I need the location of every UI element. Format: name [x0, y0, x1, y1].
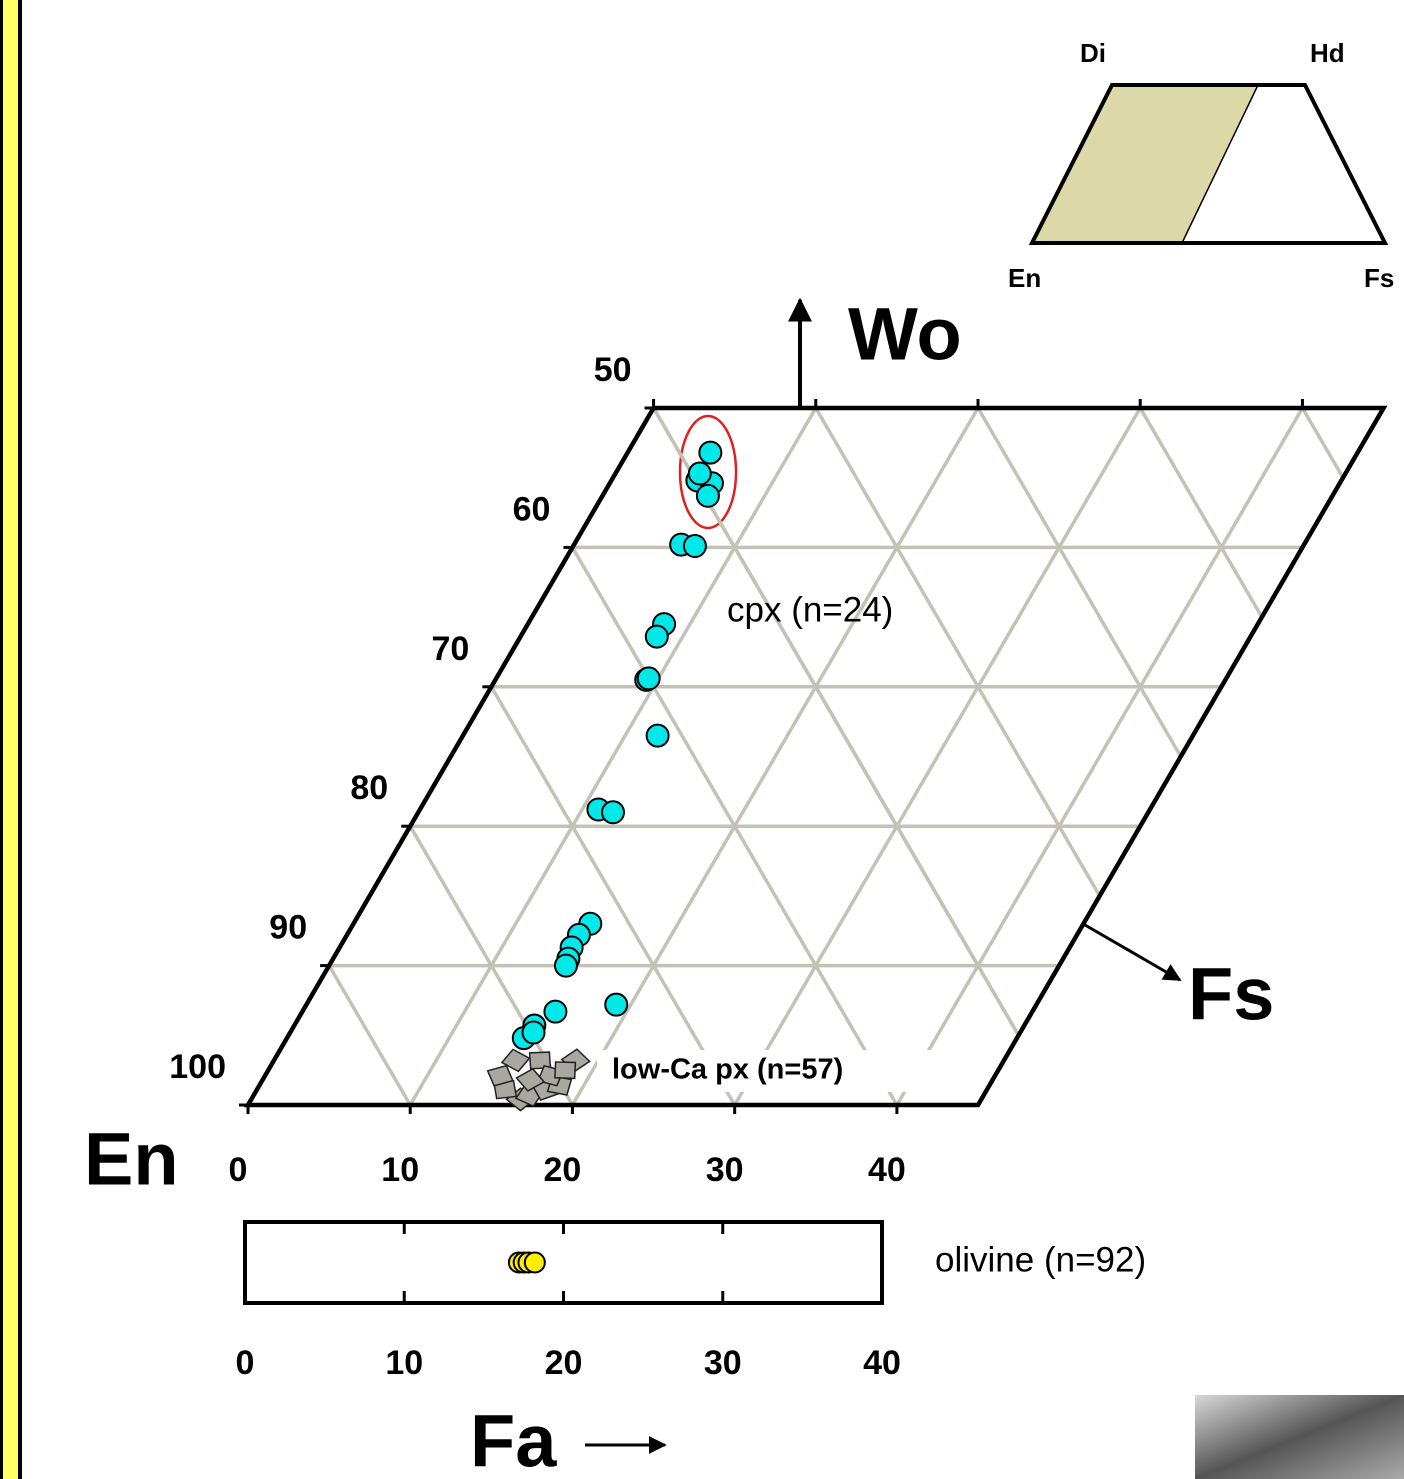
cpx-point [698, 440, 723, 465]
fs-title: Fs [1188, 953, 1274, 1036]
cpx-point [682, 534, 707, 559]
low-ca-point [515, 1067, 546, 1092]
side-bar [0, 0, 22, 1479]
grid-line [814, 408, 1223, 1105]
inset-label: Di [1080, 38, 1106, 68]
plot: 100 90 80 70 60 50 0 10 20 30 40 0 10 20 30 40 [169, 351, 1388, 1382]
legend-label: low-Ca px (n=57) [612, 1054, 843, 1086]
low-ca-point [528, 1051, 552, 1070]
grid-line [408, 408, 818, 1105]
olivine-point [523, 1251, 546, 1274]
y-tick-label: 90 [269, 909, 307, 947]
x-tick-label: 30 [704, 1344, 742, 1382]
x-tick-label: 40 [868, 1151, 906, 1189]
fs-arrow [1084, 923, 1182, 982]
y-tick-label: 70 [432, 630, 470, 668]
grid-line [248, 408, 250, 1105]
x-tick-label: 0 [236, 1344, 255, 1382]
inset-divider [1181, 84, 1259, 244]
low-ca-point [554, 1061, 577, 1080]
thumbnail [1195, 1395, 1404, 1479]
strip-outline [243, 1220, 884, 1305]
low-ca-point [486, 1064, 514, 1087]
cpx-point [695, 483, 720, 508]
grid-line [895, 408, 1304, 1105]
cpx-point [687, 461, 712, 486]
cpx-point [521, 1020, 546, 1045]
y-tick-label: 50 [594, 351, 632, 389]
inset-label: En [1008, 263, 1041, 293]
y-tick-label: 100 [169, 1048, 226, 1086]
x-tick-label: 40 [863, 1344, 901, 1382]
inset-label: Fs [1364, 263, 1394, 293]
inset-shade [1032, 85, 1258, 243]
legend-label: olivine (n=92) [935, 1240, 1146, 1279]
grid-line [248, 408, 412, 1105]
y-tick-label: 80 [350, 769, 388, 807]
x-tick-label: 20 [544, 1151, 582, 1189]
cpx-point [604, 992, 629, 1017]
x-tick-label: 30 [706, 1151, 744, 1189]
x-tick-label: 20 [545, 1344, 583, 1382]
wo-title: Wo [848, 293, 962, 376]
x-tick-label: 10 [381, 1151, 419, 1189]
inset-label: Hd [1310, 38, 1345, 68]
grid-line [652, 408, 1061, 1105]
cpx-point [553, 953, 578, 978]
legend-label: cpx (n=24) [727, 590, 893, 629]
grid-line [248, 408, 574, 1105]
cpx-point [543, 999, 568, 1024]
cpx-point [644, 624, 669, 649]
x-tick-label: 0 [229, 1151, 248, 1189]
fa-title: Fa [470, 1400, 557, 1479]
en-title: En [84, 1118, 179, 1201]
inset-outline [1028, 83, 1389, 245]
x-tick-label: 10 [385, 1344, 423, 1382]
grid-line [1300, 408, 1384, 1105]
cpx-point [601, 800, 625, 825]
cpx-point [636, 666, 661, 691]
y-tick-label: 60 [513, 490, 551, 528]
highlight-ellipse [678, 414, 738, 530]
low-ca-point [500, 1048, 531, 1073]
grid-line [570, 408, 980, 1105]
grid-line [733, 408, 1142, 1105]
label-box [597, 1050, 963, 1092]
cpx-point [645, 723, 670, 748]
